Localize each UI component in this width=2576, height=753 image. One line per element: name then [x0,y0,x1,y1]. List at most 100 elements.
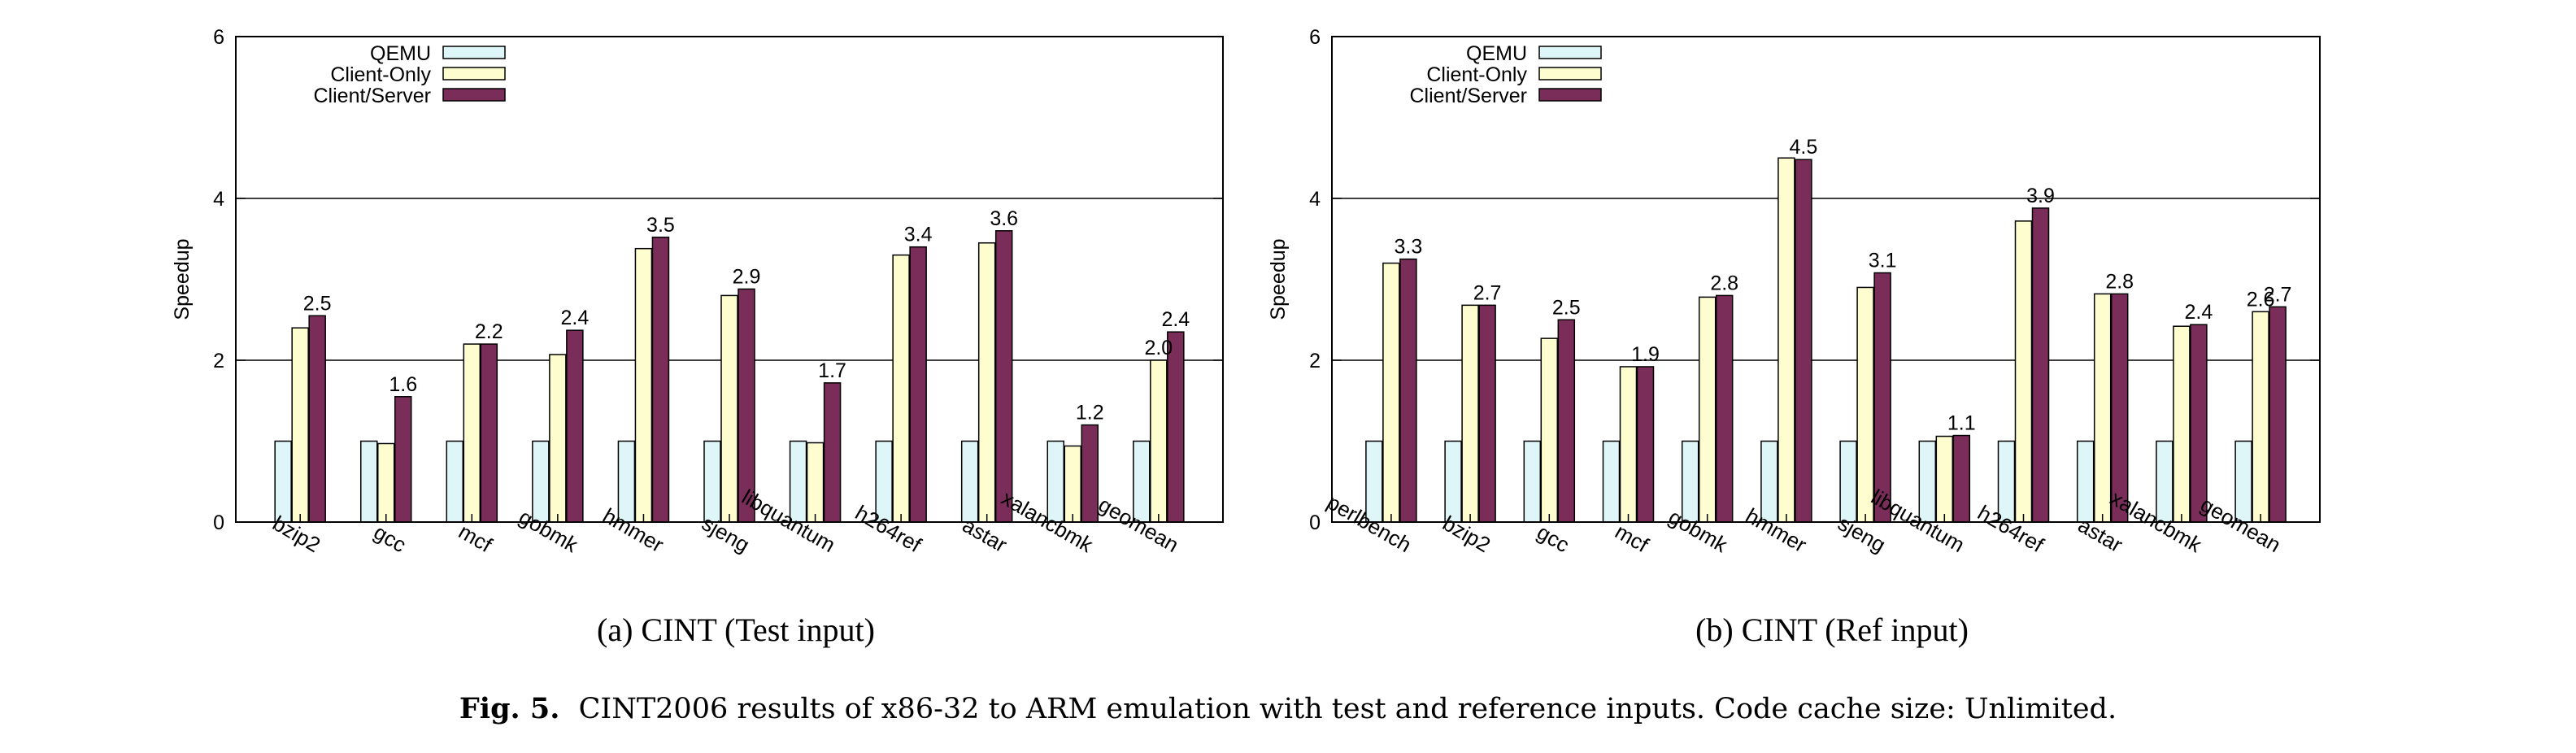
bar-client-server-gobmk [1715,294,1734,523]
figure-caption: Fig. 5. CINT2006 results of x86-32 to AR… [459,692,2117,725]
data-label: 2.6 [2247,288,2275,311]
bar-qemu-astar [2076,440,2095,523]
data-label: 1.7 [818,359,846,382]
y-tick-label: 4 [213,188,224,211]
bar-client-only-astar [2093,293,2112,523]
y-tick-label: 6 [1309,26,1321,49]
legend-label-client-server: Client/Server [1410,85,1528,107]
bar-qemu-mcf [1602,440,1621,523]
bar-client-server-geomean [1167,331,1185,523]
x-tick-label-mcf: mcf [455,519,497,557]
subcaption-b: (b) CINT (Ref input) [1695,612,1969,648]
bar-client-only-gcc [376,442,395,523]
x-tick-label-mcf: mcf [1611,519,1653,557]
legend-label-client-server: Client/Server [314,85,432,107]
data-label: 2.0 [1144,337,1173,359]
data-label: 2.8 [1710,272,1738,294]
legend-swatch-client-only [442,67,506,81]
data-label: 1.6 [389,373,417,396]
y-tick-label: 2 [213,350,224,372]
data-label: 3.6 [990,207,1018,230]
x-tick-label-gcc: gcc [370,520,411,557]
y-tick-label: 4 [1309,188,1321,211]
data-label: 3.9 [2026,185,2055,207]
bar-client-server-libquantum [1952,434,1971,523]
bar-client-server-perlbench [1399,258,1417,523]
bar-client-server-gcc [1557,319,1576,523]
y-tick-label: 0 [213,511,224,534]
bar-client-server-libquantum [823,382,842,523]
data-label: 2.4 [1161,308,1190,331]
bar-client-only-bzip2 [1461,304,1479,523]
data-label: 2.7 [1473,281,1502,304]
bar-client-only-sjeng [1856,286,1874,523]
bar-client-only-h264ref [892,254,910,523]
bar-client-server-xalancbmk [2190,324,2208,523]
data-label: 2.8 [2105,270,2134,293]
bar-qemu-gcc [359,440,378,523]
data-label: 4.5 [1790,136,1818,159]
bar-client-only-sjeng [720,294,738,523]
legend-swatch-client-server [442,88,506,102]
legend-swatch-client-server [1538,88,1602,102]
bar-client-only-bzip2 [291,327,309,523]
bar-client-only-perlbench [1382,262,1400,523]
data-label: 2.4 [2185,301,2213,324]
bar-client-only-geomean [2252,311,2269,523]
bar-client-only-gcc [1540,337,1559,523]
legend-swatch-qemu [1538,46,1602,59]
data-label: 2.4 [560,307,589,329]
bar-qemu-sjeng [703,440,721,523]
bar-client-only-h264ref [2014,220,2033,523]
bar-client-only-mcf [1619,366,1638,523]
bar-client-server-xalancbmk [1081,424,1099,523]
bar-client-only-xalancbmk [2173,325,2191,523]
data-label: 3.1 [1869,250,1897,272]
bar-client-only-xalancbmk [1064,445,1082,523]
bar-client-server-astar [994,230,1013,523]
legend-swatch-qemu [442,46,506,59]
figure-caption-text: CINT2006 results of x86-32 to ARM emulat… [579,693,2117,725]
legend-swatch-client-only [1538,67,1602,81]
bar-qemu-bzip2 [274,440,292,523]
figure-caption-label: Fig. 5. [459,692,560,725]
y-tick-label: 6 [213,26,224,49]
bar-client-server-gcc [394,396,412,523]
bar-qemu-sjeng [1839,440,1857,523]
data-label: 3.3 [1395,236,1423,259]
bar-client-server-h264ref [909,246,927,523]
bar-client-only-hmmer [1778,157,1795,523]
data-label: 3.4 [904,224,933,246]
bar-client-only-hmmer [634,247,653,523]
bar-client-only-geomean [1150,359,1168,523]
y-tick-label: 0 [1309,511,1321,534]
bar-client-only-gobmk [1698,296,1717,523]
data-label: 3.5 [646,214,675,237]
data-label: 2.9 [733,265,761,288]
legend-label-client-only: Client-Only [330,63,431,86]
bar-qemu-gcc [1523,440,1542,523]
bar-client-server-gobmk [566,329,584,523]
legend-label-qemu: QEMU [1466,42,1527,65]
y-tick-label: 2 [1309,350,1321,372]
bar-qemu-bzip2 [1444,440,1462,523]
data-label: 2.7 [2264,283,2292,306]
subcaption-a: (a) CINT (Test input) [597,612,875,648]
legend-label-qemu: QEMU [370,42,431,65]
data-label: 1.1 [1947,412,1976,435]
legend-label-client-only: Client-Only [1426,63,1527,86]
data-label: 1.2 [1076,402,1104,424]
data-label: 2.5 [303,292,332,315]
bar-client-server-geomean [2269,306,2287,523]
bar-client-server-bzip2 [308,315,326,523]
bar-client-server-bzip2 [1478,304,1496,523]
y-axis-label: Speedup [1267,238,1290,320]
bar-client-server-hmmer [651,237,670,523]
bar-client-server-hmmer [1795,159,1812,523]
bar-client-only-astar [977,242,996,523]
plot-frame [1331,36,2321,523]
plot-frame [235,36,1224,523]
